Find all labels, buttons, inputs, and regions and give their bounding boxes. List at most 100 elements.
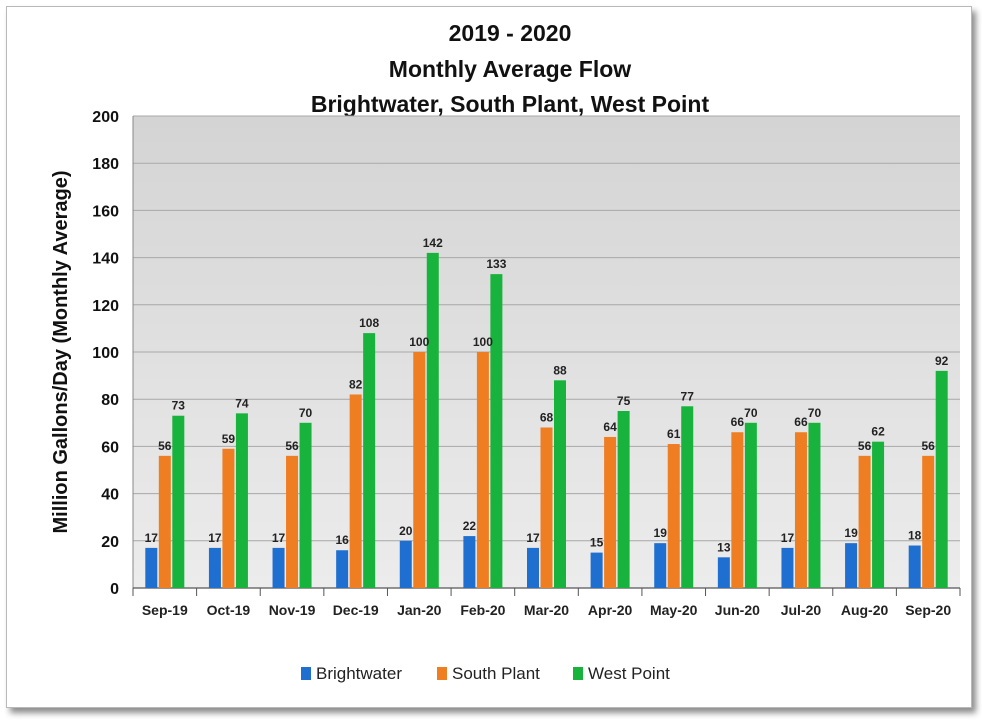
y-tick-label: 20 [101,534,119,551]
x-tick-label: Oct-19 [207,602,251,618]
data-label: 56 [858,439,872,453]
x-axis: Sep-19 Oct-19 Nov-19 Dec-19 Jan-20 Feb-20 Mar-… [132,587,961,618]
bar-brightwater [781,547,794,588]
bar-south-plant [858,455,871,588]
data-label: 17 [781,531,795,545]
data-label: 16 [335,533,349,547]
y-tick-label: 120 [92,298,119,315]
data-label: 19 [654,526,668,540]
data-label: 70 [808,406,822,420]
bar-south-plant [476,352,489,588]
chart-title-line-3: Brightwater, South Plant, West Point [311,91,710,117]
bar-south-plant [667,444,680,588]
data-label: 75 [617,394,631,408]
data-label: 56 [158,439,172,453]
bar-south-plant [158,455,171,588]
bar-west-point [235,413,248,588]
data-label: 92 [935,354,949,368]
bar-brightwater [717,557,730,588]
x-tick-label: Nov-19 [269,602,316,618]
y-tick-label: 160 [92,203,119,220]
y-tick-label: 80 [101,392,119,409]
y-axis-title: Million Gallons/Day (Monthly Average) [50,170,72,533]
chart-title-line-1: 2019 - 2020 [449,20,572,46]
bar-brightwater [399,540,412,588]
data-label: 88 [553,363,567,377]
data-label: 100 [473,335,493,349]
data-label: 59 [222,432,236,446]
bar-west-point [744,422,757,588]
data-label: 17 [272,531,286,545]
data-label: 100 [409,335,429,349]
data-label: 133 [486,257,506,271]
data-label: 20 [399,524,413,538]
legend-swatch-brightwater [301,667,311,680]
y-tick-label: 100 [92,345,119,362]
bar-west-point [681,406,694,588]
bar-south-plant [794,432,807,588]
y-axis: 0 20 40 60 80 100 120 140 160 180 200 [92,109,134,598]
bar-south-plant [413,352,426,588]
data-label: 64 [603,420,617,434]
x-tick-label: May-20 [650,602,698,618]
bar-brightwater [845,543,858,588]
bar-west-point [872,441,885,588]
legend-label: West Point [588,664,670,683]
legend-label: South Plant [452,664,540,683]
x-tick-label: Jul-20 [781,602,822,618]
chart-title: 2019 - 2020 Monthly Average Flow Brightw… [311,20,710,117]
bar-brightwater [272,547,285,588]
data-label: 15 [590,536,604,550]
bar-south-plant [922,455,935,588]
bars [145,252,948,588]
data-label: 66 [794,415,808,429]
data-label: 61 [667,427,681,441]
bar-brightwater [145,547,158,588]
x-tick-label: Jun-20 [715,602,760,618]
data-label: 70 [744,406,758,420]
x-tick-label: Mar-20 [524,602,569,618]
data-label: 66 [731,415,745,429]
bar-south-plant [286,455,299,588]
data-label: 17 [208,531,222,545]
data-label: 13 [717,540,731,554]
x-tick-label: Feb-20 [460,602,505,618]
bar-brightwater [654,543,667,588]
y-tick-label: 0 [110,581,119,598]
legend-swatch-south-plant [437,667,447,680]
bar-west-point [808,422,821,588]
bar-brightwater [463,536,476,588]
bar-brightwater [527,547,539,588]
bar-west-point [617,411,630,588]
data-label: 19 [844,526,858,540]
data-label: 108 [359,316,379,330]
data-label: 62 [871,425,885,439]
y-tick-label: 40 [101,487,119,504]
bar-west-point [935,370,948,588]
bar-west-point [299,422,312,588]
bar-west-point [363,333,376,588]
data-label: 74 [235,396,249,410]
data-label: 56 [285,439,299,453]
data-label: 77 [681,389,695,403]
y-tick-label: 180 [92,156,119,173]
y-tick-label: 60 [101,439,119,456]
data-label: 70 [299,406,313,420]
data-label: 68 [540,411,554,425]
bar-west-point [554,380,566,588]
bar-south-plant [222,448,235,588]
x-tick-label: Jan-20 [397,602,442,618]
bar-west-point [490,274,503,588]
bar-brightwater [208,547,221,588]
data-label: 17 [526,531,540,545]
data-label: 142 [423,236,443,250]
data-labels: 17 56 73 17 59 74 17 56 70 16 82 108 20 100 142 22 100 13… [145,236,949,554]
bar-brightwater [908,545,921,588]
data-label: 18 [908,529,922,543]
legend: Brightwater South Plant West Point [301,664,670,683]
data-label: 22 [463,519,477,533]
data-label: 73 [172,399,186,413]
bar-south-plant [540,427,553,588]
data-label: 56 [922,439,936,453]
